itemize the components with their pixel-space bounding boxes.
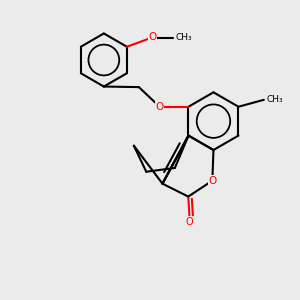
Text: O: O — [148, 32, 156, 43]
Text: CH₃: CH₃ — [266, 95, 283, 104]
Text: O: O — [208, 176, 217, 186]
Text: O: O — [186, 217, 194, 227]
Text: O: O — [155, 102, 164, 112]
Text: CH₃: CH₃ — [175, 33, 192, 42]
